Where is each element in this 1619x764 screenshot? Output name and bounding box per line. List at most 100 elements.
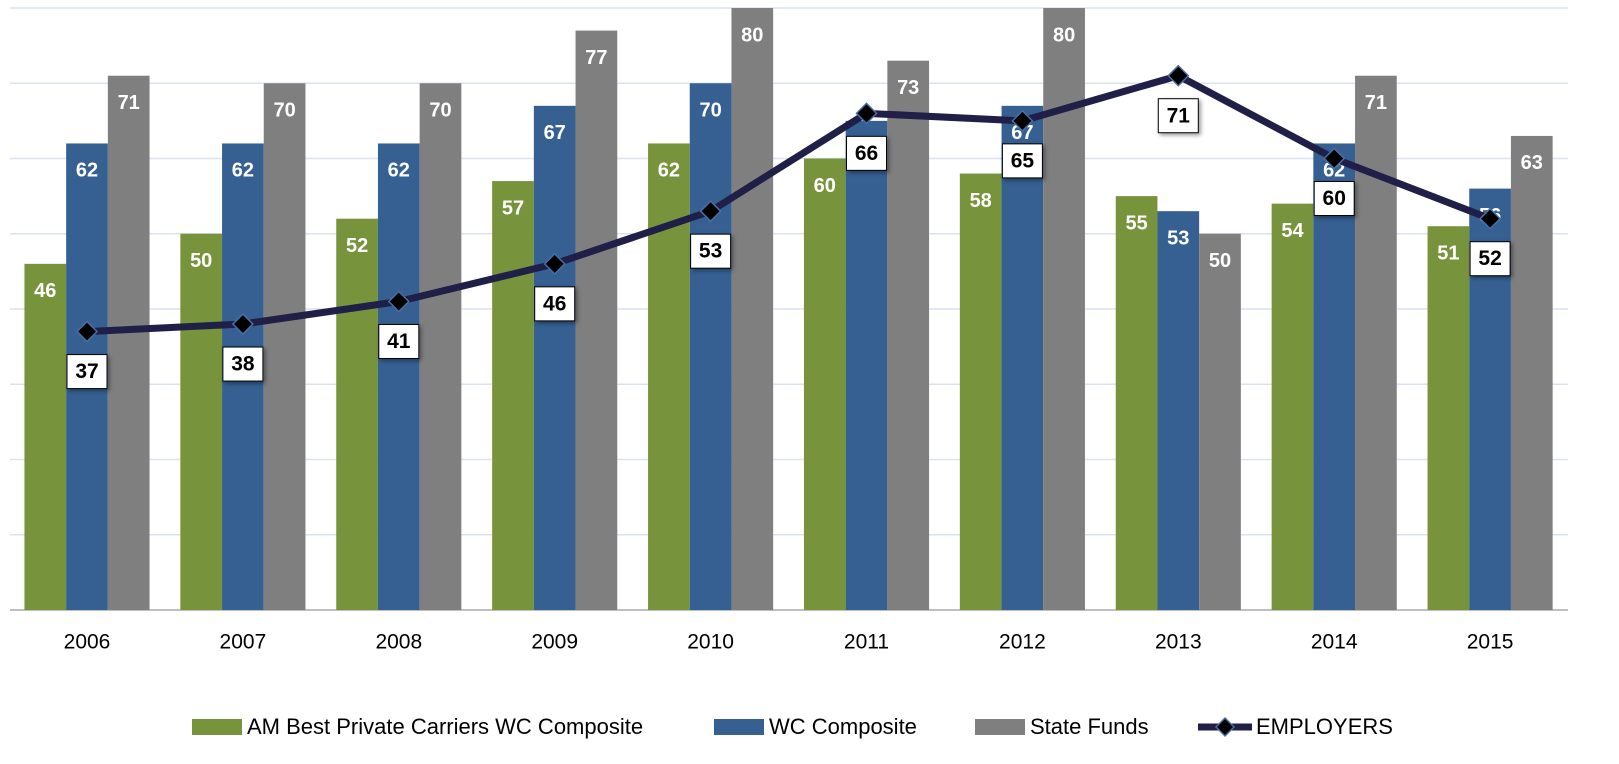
data-label: 51 — [1437, 243, 1459, 265]
bar — [492, 181, 534, 610]
bar — [845, 120, 888, 610]
legend-swatch — [975, 719, 1025, 735]
bar — [1115, 196, 1158, 610]
x-tick-label: 2014 — [1311, 631, 1358, 654]
data-label: 62 — [76, 160, 98, 182]
bar — [377, 143, 420, 610]
data-label: 67 — [1011, 122, 1033, 144]
legend-swatch — [714, 719, 764, 735]
bar — [1427, 226, 1470, 610]
bar — [575, 30, 618, 610]
data-label-box — [1313, 181, 1355, 216]
data-label: 70 — [429, 100, 451, 122]
bar — [648, 143, 690, 610]
data-label: 62 — [388, 160, 410, 182]
legend-label: EMPLOYERS — [1256, 714, 1393, 739]
x-tick-label: 2012 — [999, 631, 1046, 654]
bar — [263, 83, 306, 610]
data-label: 73 — [897, 77, 919, 99]
data-label: 71 — [118, 92, 140, 114]
bar — [689, 83, 732, 610]
data-label: 54 — [1281, 220, 1304, 242]
bar — [1043, 8, 1085, 610]
bar — [1510, 135, 1553, 611]
bar — [1313, 143, 1356, 610]
data-label: 66 — [855, 142, 878, 165]
data-label: 53 — [1167, 227, 1189, 249]
data-label-box — [378, 323, 420, 359]
bar — [1157, 211, 1200, 611]
x-tick-label: 2011 — [844, 631, 889, 654]
line-marker — [699, 200, 722, 223]
bar — [803, 158, 846, 610]
data-label: 77 — [585, 47, 607, 69]
data-label: 63 — [1521, 152, 1543, 174]
x-tick-label: 2010 — [687, 631, 734, 654]
bar — [1199, 233, 1241, 610]
line — [86, 72, 1492, 336]
data-label-box — [1157, 98, 1199, 134]
line-marker — [231, 312, 254, 336]
data-label: 62 — [1323, 160, 1345, 182]
data-label: 50 — [1209, 250, 1231, 272]
data-label: 60 — [1323, 187, 1346, 210]
data-label-box — [846, 135, 887, 171]
x-tick-label: 2013 — [1155, 631, 1202, 654]
line-marker — [855, 102, 878, 125]
bar — [959, 173, 1002, 611]
data-label: 46 — [543, 292, 566, 315]
data-label: 65 — [1011, 149, 1035, 172]
data-label: 60 — [814, 175, 836, 197]
data-label: 70 — [699, 100, 721, 122]
x-tick-label: 2009 — [531, 631, 578, 654]
data-label: 52 — [1478, 247, 1501, 270]
x-tick-label: 2015 — [1467, 631, 1514, 654]
line-marker — [543, 252, 566, 275]
data-label: 71 — [1365, 92, 1387, 114]
bar — [24, 263, 67, 610]
bar — [1001, 105, 1044, 610]
data-label-box — [66, 354, 108, 390]
data-label: 58 — [970, 190, 992, 212]
data-label: 37 — [75, 360, 98, 383]
bar — [887, 60, 930, 611]
line-marker — [1011, 109, 1034, 132]
data-label: 57 — [502, 197, 524, 219]
data-label-box — [534, 286, 576, 322]
legend-label: AM Best Private Carriers WC Composite — [247, 714, 643, 739]
line-marker — [75, 320, 99, 343]
data-label: 62 — [232, 160, 254, 182]
data-label: 55 — [1125, 212, 1147, 234]
bar — [1355, 75, 1397, 611]
data-label: 50 — [190, 250, 212, 272]
data-label: 53 — [699, 240, 722, 263]
data-label-box — [1001, 143, 1043, 179]
line-marker — [1323, 147, 1346, 170]
data-label: 67 — [544, 122, 566, 144]
bar — [731, 8, 774, 610]
bar — [180, 233, 223, 610]
data-label: 41 — [387, 330, 411, 353]
data-label: 71 — [1167, 104, 1191, 127]
data-label-box — [222, 346, 264, 382]
bar — [419, 83, 462, 610]
data-label: 38 — [231, 353, 255, 376]
data-label: 70 — [273, 100, 295, 122]
bar — [1271, 203, 1314, 610]
x-tick-label: 2008 — [375, 631, 422, 654]
x-tick-label: 2006 — [64, 631, 111, 654]
data-label: 52 — [346, 235, 368, 257]
legend-label: WC Composite — [769, 714, 917, 739]
data-label: 80 — [741, 24, 763, 46]
legend-swatch — [192, 719, 242, 735]
data-label-box — [1469, 241, 1511, 277]
bar — [107, 75, 150, 611]
line-marker — [387, 290, 410, 313]
data-label: 80 — [1053, 24, 1075, 46]
data-label-box — [690, 233, 732, 269]
line-marker — [1167, 64, 1190, 87]
line-marker — [1479, 207, 1502, 230]
legend-label: State Funds — [1030, 714, 1149, 739]
legend: AM Best Private Carriers WC Composite WC … — [192, 714, 1393, 739]
